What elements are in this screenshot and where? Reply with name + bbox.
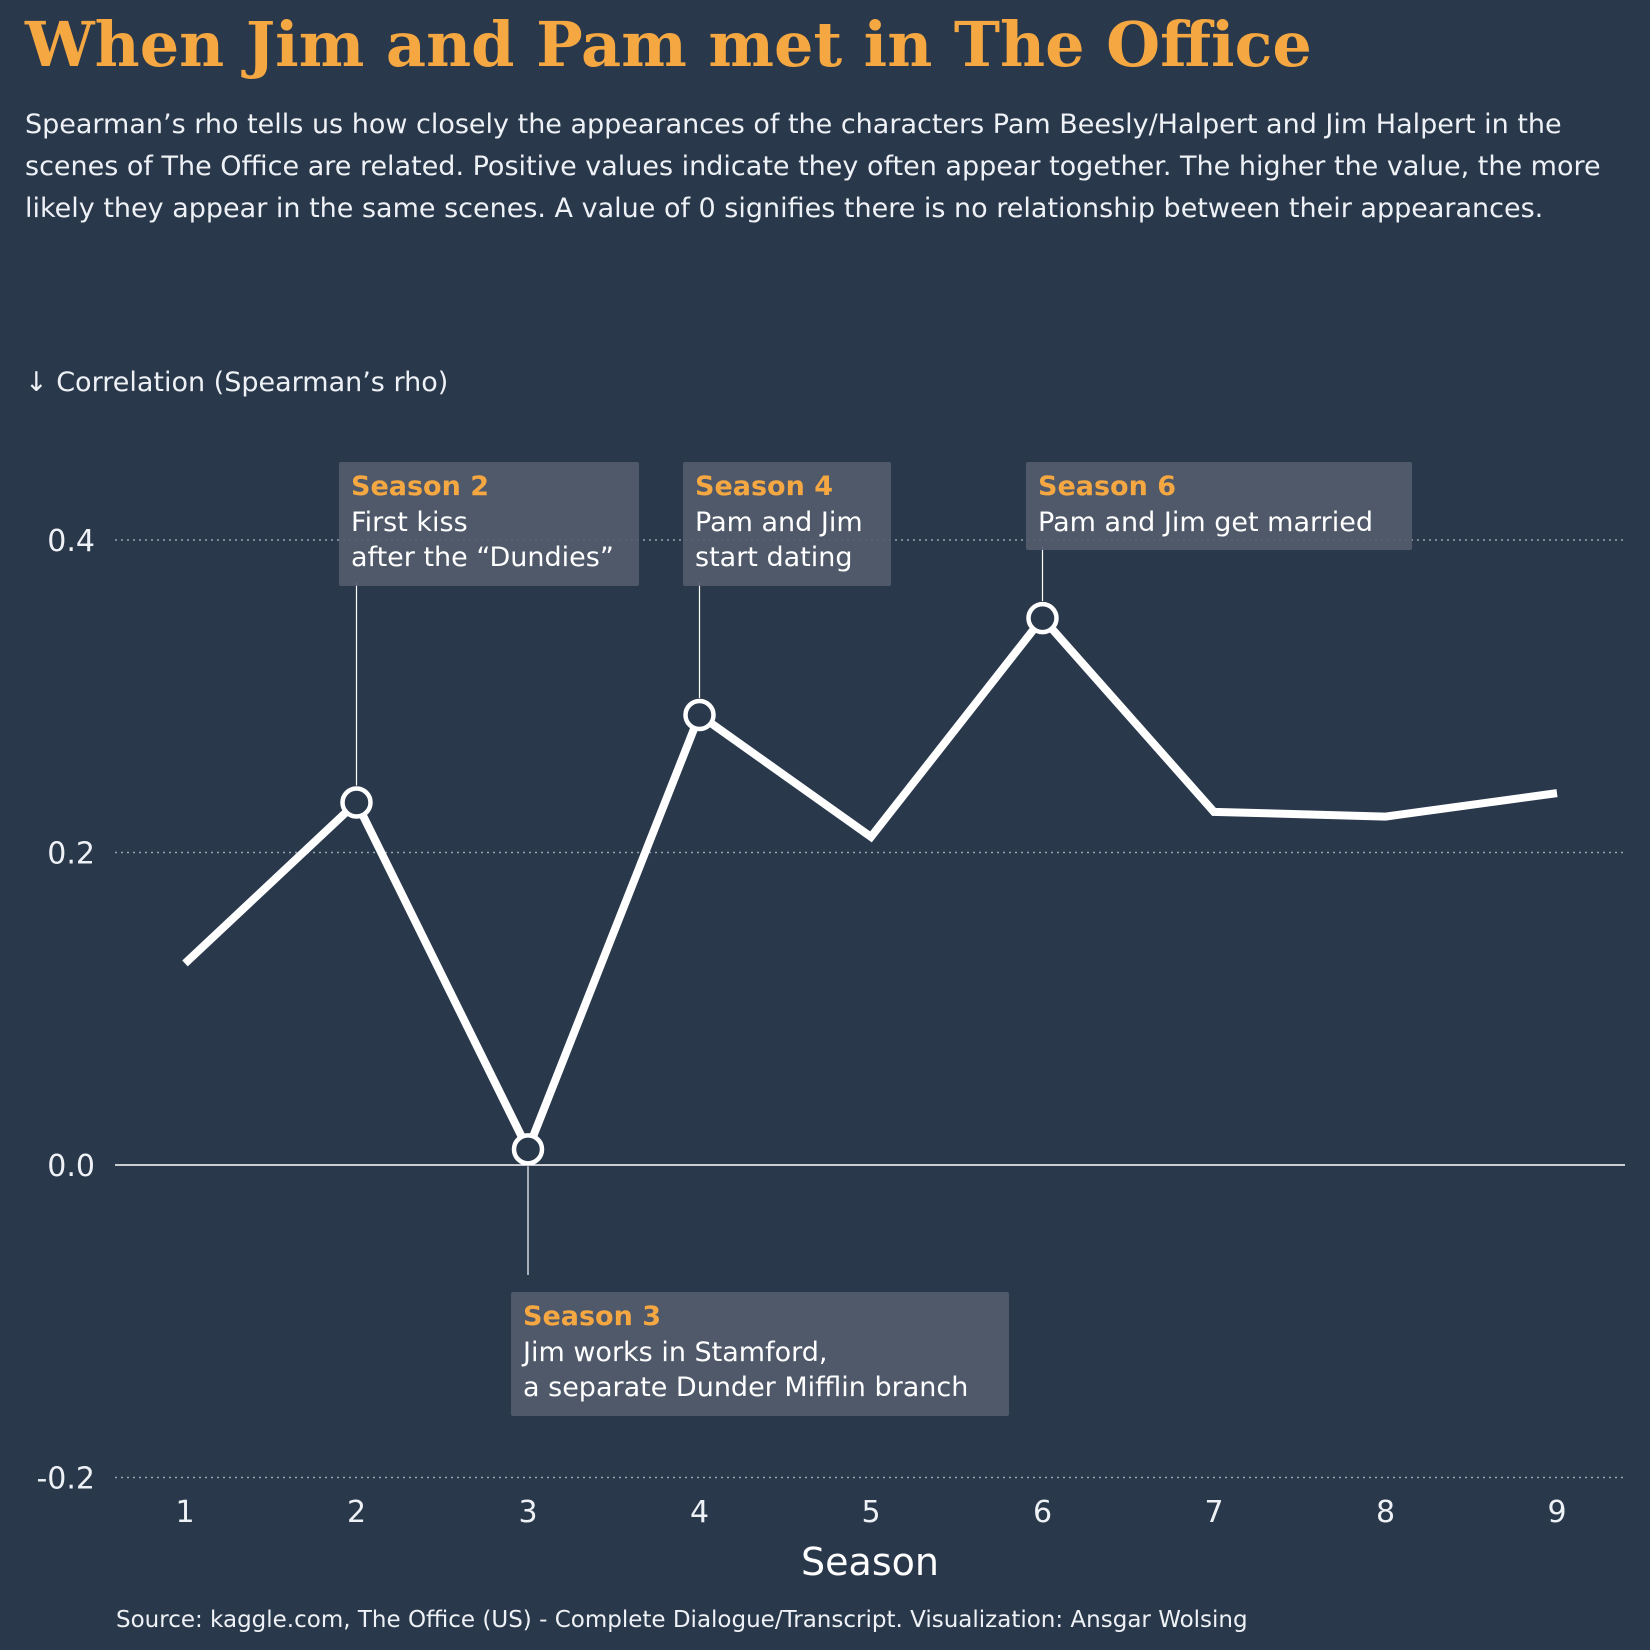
chart-title: When Jim and Pam met in The Office	[25, 8, 1312, 81]
annotation-text: after the “Dundies”	[351, 542, 614, 573]
annotation-text: start dating	[695, 542, 853, 573]
data-point-marker	[340, 786, 373, 819]
annotation-title: Season 3	[523, 1301, 661, 1332]
source-note: Source: kaggle.com, The Office (US) - Co…	[116, 1607, 1248, 1633]
x-tick-label: 3	[518, 1495, 537, 1530]
series-line	[182, 611, 1558, 1160]
annotation-text: Pam and Jim	[695, 507, 863, 538]
annotation-title: Season 6	[1038, 471, 1176, 502]
x-tick-label: 4	[690, 1495, 709, 1530]
data-point-marker	[511, 1133, 545, 1166]
annotation-box	[1026, 462, 1412, 550]
x-tick-label: 7	[1204, 1495, 1223, 1530]
y-tick-label: 0.4	[47, 524, 95, 559]
x-tick-label: 5	[861, 1495, 880, 1530]
annotation-title: Season 4	[695, 471, 833, 502]
annotation-title: Season 2	[351, 471, 489, 502]
annotation-text: Jim works in Stamford,	[521, 1337, 827, 1368]
data-point-marker	[1026, 601, 1059, 635]
chart-subtitle: Spearman’s rho tells us how closely the …	[25, 109, 1601, 224]
x-tick-label: 8	[1376, 1495, 1395, 1530]
annotation-text: First kiss	[351, 507, 468, 538]
y-tick-label: 0.2	[47, 837, 95, 872]
y-axis-label: ↓ Correlation (Spearman’s rho)	[25, 367, 448, 398]
annotation-text: Pam and Jim get married	[1038, 507, 1373, 538]
x-tick-label: 2	[347, 1495, 366, 1530]
data-point-marker	[683, 698, 716, 732]
annotation-text: a separate Dunder Mifflin branch	[523, 1372, 968, 1403]
annotation-box	[339, 462, 639, 586]
x-tick-label: 9	[1547, 1495, 1566, 1530]
x-tick-label: 1	[175, 1495, 194, 1530]
x-axis-label: Season	[801, 1540, 939, 1584]
y-tick-label: 0.0	[47, 1149, 95, 1184]
annotation-box	[511, 1292, 1009, 1416]
annotation-box	[683, 462, 891, 586]
y-tick-label: -0.2	[36, 1462, 95, 1497]
x-tick-label: 6	[1033, 1495, 1052, 1530]
